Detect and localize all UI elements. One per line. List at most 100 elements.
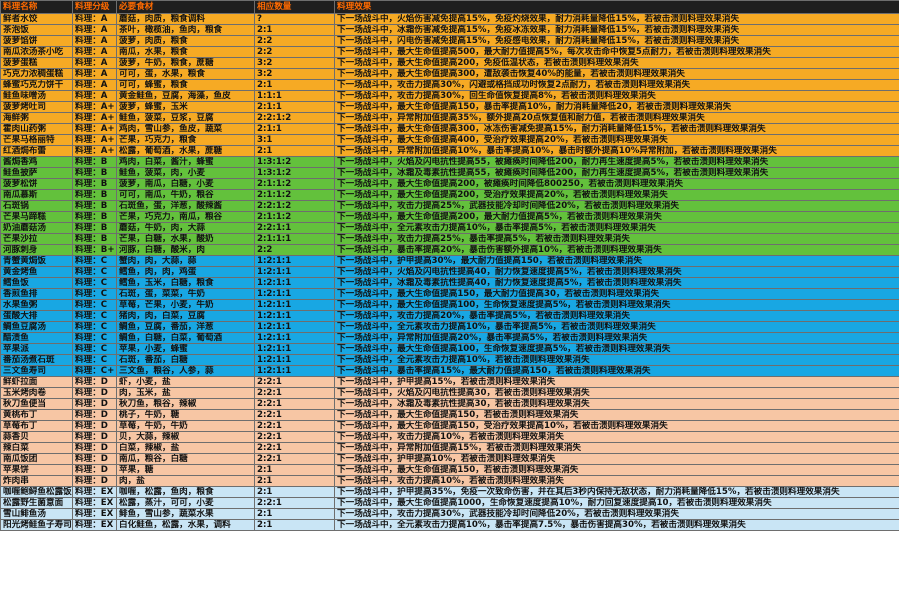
- cell-grade[interactable]: 料理：D: [72, 431, 117, 443]
- cell-effect[interactable]: 下一场战斗中，攻击力提高10%，若被击溃则料理效果消失: [334, 475, 899, 487]
- cell-quantity[interactable]: 1:2:1:1: [254, 310, 335, 322]
- cell-ingredients[interactable]: 石斑鱼，蛋，洋葱，酸辣酱: [116, 200, 255, 212]
- cell-effect[interactable]: 下一场战斗中，最大生命值提高200，免疫低温状态，若被击溃则料理效果消失: [334, 57, 899, 69]
- cell-quantity[interactable]: 1:2:1:1: [254, 321, 335, 333]
- cell-name[interactable]: 蛋酸大排: [0, 310, 73, 322]
- cell-quantity[interactable]: 2:2:1: [254, 387, 335, 399]
- cell-grade[interactable]: 料理：D: [72, 376, 117, 388]
- cell-effect[interactable]: 下一场战斗中，全元素攻击力提高10%，若被击溃则料理效果消失: [334, 354, 899, 366]
- cell-grade[interactable]: 料理：B+: [72, 244, 117, 256]
- cell-grade[interactable]: 料理：A: [72, 90, 117, 102]
- cell-quantity[interactable]: 1:3:1:2: [254, 156, 335, 168]
- cell-name[interactable]: 玉米烤肉卷: [0, 387, 73, 399]
- cell-grade[interactable]: 料理：A: [72, 79, 117, 91]
- cell-ingredients[interactable]: 蟹肉，肉，大蒜，蒜: [116, 255, 255, 267]
- cell-ingredients[interactable]: 松露，葡萄酒，水果，蔗糖: [116, 145, 255, 157]
- cell-ingredients[interactable]: 桃子，牛奶，糖: [116, 409, 255, 421]
- cell-ingredients[interactable]: 石斑，番茄，白糖: [116, 354, 255, 366]
- cell-ingredients[interactable]: 南瓜，水果，粮食: [116, 46, 255, 58]
- cell-quantity[interactable]: 1:2:1:1: [254, 365, 335, 377]
- cell-effect[interactable]: 下一场战斗中，异常附加值提高35%，额外提高20点恢复值和耐力值，若被击溃则料理…: [334, 112, 899, 124]
- cell-name[interactable]: 河豚刺身: [0, 244, 73, 256]
- cell-quantity[interactable]: 2:2: [254, 46, 335, 58]
- cell-grade[interactable]: 料理：EX: [72, 508, 117, 520]
- cell-quantity[interactable]: 2:1: [254, 145, 335, 157]
- cell-quantity[interactable]: 1:2:1:1: [254, 354, 335, 366]
- cell-effect[interactable]: 下一场战斗中，最大生命值提高150，最大耐力值提高30，若被击溃则料理效果消失: [334, 288, 899, 300]
- cell-effect[interactable]: 下一场战斗中，攻击力提高30%，武器技能冷却时间降低20%，若被击溃则料理效果消…: [334, 508, 899, 520]
- cell-name[interactable]: 黄金烤鱼: [0, 266, 73, 278]
- cell-name[interactable]: 茶泡饭: [0, 24, 73, 36]
- cell-quantity[interactable]: 2:1: [254, 486, 335, 498]
- cell-grade[interactable]: 料理：B: [72, 156, 117, 168]
- cell-quantity[interactable]: 2:1:1:2: [254, 178, 335, 190]
- cell-ingredients[interactable]: 鳕鱼，肉，肉，鸡蛋: [116, 266, 255, 278]
- cell-ingredients[interactable]: 茶叶，橄榄油，鱼肉，粮食: [116, 24, 255, 36]
- cell-effect[interactable]: 下一场战斗中，火焰及闪电抗性提高40，耐力恢复速度提高5%，若被击溃则料理效果消…: [334, 266, 899, 278]
- cell-quantity[interactable]: 2:2:1: [254, 431, 335, 443]
- cell-quantity[interactable]: 2:1: [254, 508, 335, 520]
- cell-ingredients[interactable]: 猪肉，肉，白菜，豆腐: [116, 310, 255, 322]
- cell-grade[interactable]: 料理：D: [72, 453, 117, 465]
- cell-quantity[interactable]: 1:2:1:1: [254, 266, 335, 278]
- cell-ingredients[interactable]: 苹果，糖: [116, 464, 255, 476]
- header-effect[interactable]: 料理效果: [334, 0, 899, 14]
- cell-effect[interactable]: 下一场战斗中，最大生命值提高200，被瘫痪时间降低800250，若被击溃则料理效…: [334, 178, 899, 190]
- cell-effect[interactable]: 下一场战斗中，最大生命值提高300，冰冻伤害减免提高15%，耐力消耗量降低15%…: [334, 123, 899, 135]
- cell-effect[interactable]: 下一场战斗中，异常附加值提高15%，若被击溃则料理效果消失: [334, 442, 899, 454]
- cell-ingredients[interactable]: 南瓜，粮谷，白糖: [116, 453, 255, 465]
- cell-ingredients[interactable]: 菠萝，牛奶，粮食，蔗糖: [116, 57, 255, 69]
- cell-name[interactable]: 菠萝烤吐司: [0, 101, 73, 113]
- cell-grade[interactable]: 料理：B: [72, 233, 117, 245]
- cell-name[interactable]: 芒果马蹄糕: [0, 211, 73, 223]
- cell-ingredients[interactable]: 白化鲑鱼，松露，水果，调料: [116, 519, 255, 531]
- cell-ingredients[interactable]: 芒果，巧克力，南瓜，粮谷: [116, 211, 255, 223]
- cell-ingredients[interactable]: 石斑，蛋，菜菜，牛奶: [116, 288, 255, 300]
- cell-quantity[interactable]: ?: [254, 13, 335, 25]
- cell-name[interactable]: 红酒焗布蕾: [0, 145, 73, 157]
- cell-quantity[interactable]: 2:2:1:2: [254, 200, 335, 212]
- cell-name[interactable]: 石斑锅: [0, 200, 73, 212]
- cell-ingredients[interactable]: 芒果，巧克力，粮食: [116, 134, 255, 146]
- cell-effect[interactable]: 下一场战斗中，异常附加值提高10%，暴击率提高10%，暴击时额外提高10%异常附…: [334, 145, 899, 157]
- cell-name[interactable]: 蜂蜜巧克力饼干: [0, 79, 73, 91]
- cell-grade[interactable]: 料理：C: [72, 332, 117, 344]
- cell-grade[interactable]: 料理：B: [72, 167, 117, 179]
- cell-quantity[interactable]: 2:1: [254, 519, 335, 531]
- cell-effect[interactable]: 下一场战斗中，最大生命值提高200，受治疗效果提高20%，若被击溃则料理效果消失: [334, 189, 899, 201]
- cell-ingredients[interactable]: 肉，玉米，盐: [116, 387, 255, 399]
- cell-ingredients[interactable]: 菠萝，蜂蜜，玉米: [116, 101, 255, 113]
- cell-name[interactable]: 鲑鱼味噌汤: [0, 90, 73, 102]
- cell-name[interactable]: 番茄汤煮石斑: [0, 354, 73, 366]
- cell-name[interactable]: 巧克力浓稠蛋糕: [0, 68, 73, 80]
- cell-effect[interactable]: 下一场战斗中，冰霜及毒素抗性提高55，被瘫痪时间降低200，耐力再生速度提高5%…: [334, 167, 899, 179]
- cell-effect[interactable]: 下一场战斗中，护甲提高15%，若被击溃则料理效果消失: [334, 376, 899, 388]
- cell-name[interactable]: 咖喱鲍鲟鱼松露饭: [0, 486, 73, 498]
- cell-grade[interactable]: 料理：C: [72, 277, 117, 289]
- cell-effect[interactable]: 下一场战斗中，冰霜及毒素抗性提高30，若被击溃则料理效果消失: [334, 398, 899, 410]
- cell-ingredients[interactable]: 蘑菇，肉质，粮食调料: [116, 13, 255, 25]
- cell-name[interactable]: 炸肉串: [0, 475, 73, 487]
- cell-ingredients[interactable]: 黄金鲑鱼，豆腐，海藻，鱼皮: [116, 90, 255, 102]
- cell-quantity[interactable]: 3:2: [254, 68, 335, 80]
- cell-effect[interactable]: 下一场战斗中，全元素攻击力提高10%，暴击率提高5%，若被击溃则料理效果消失: [334, 222, 899, 234]
- cell-effect[interactable]: 下一场战斗中，攻击力提高25%，暴击率提高5%，若被击溃则料理效果消失: [334, 233, 899, 245]
- cell-quantity[interactable]: 3:1: [254, 134, 335, 146]
- cell-grade[interactable]: 料理：A: [72, 24, 117, 36]
- cell-quantity[interactable]: 2:2:1: [254, 453, 335, 465]
- header-ingredients[interactable]: 必要食材: [116, 0, 255, 14]
- cell-quantity[interactable]: 2:2:1: [254, 376, 335, 388]
- cell-quantity[interactable]: 1:2:1:1: [254, 299, 335, 311]
- cell-ingredients[interactable]: 鳕鱼，玉米，白糖，粮食: [116, 277, 255, 289]
- cell-effect[interactable]: 下一场战斗中，护甲提高30%，最大耐力值提高150，若被击溃则料理效果消失: [334, 255, 899, 267]
- cell-effect[interactable]: 下一场战斗中，最大生命值提高1000，生命恢复速度提高10%，耐力回复速度提高1…: [334, 497, 899, 509]
- cell-name[interactable]: 芒果马格丽特: [0, 134, 73, 146]
- cell-effect[interactable]: 下一场战斗中，最大生命值提高400，受治疗效果提高20%，若被击溃则料理效果消失: [334, 134, 899, 146]
- cell-name[interactable]: 芒果沙拉: [0, 233, 73, 245]
- cell-effect[interactable]: 下一场战斗中，护甲提高35%，免疫一次致命伤害，并在其后3秒内保持无敌状态，耐力…: [334, 486, 899, 498]
- cell-name[interactable]: 黄桃布丁: [0, 409, 73, 421]
- cell-grade[interactable]: 料理：A: [72, 13, 117, 25]
- cell-quantity[interactable]: 2:1: [254, 475, 335, 487]
- cell-name[interactable]: 水果鱼粥: [0, 299, 73, 311]
- cell-effect[interactable]: 下一场战斗中，最大生命值提高200，最大耐力值提高5%，若被击溃则料理效果消失: [334, 211, 899, 223]
